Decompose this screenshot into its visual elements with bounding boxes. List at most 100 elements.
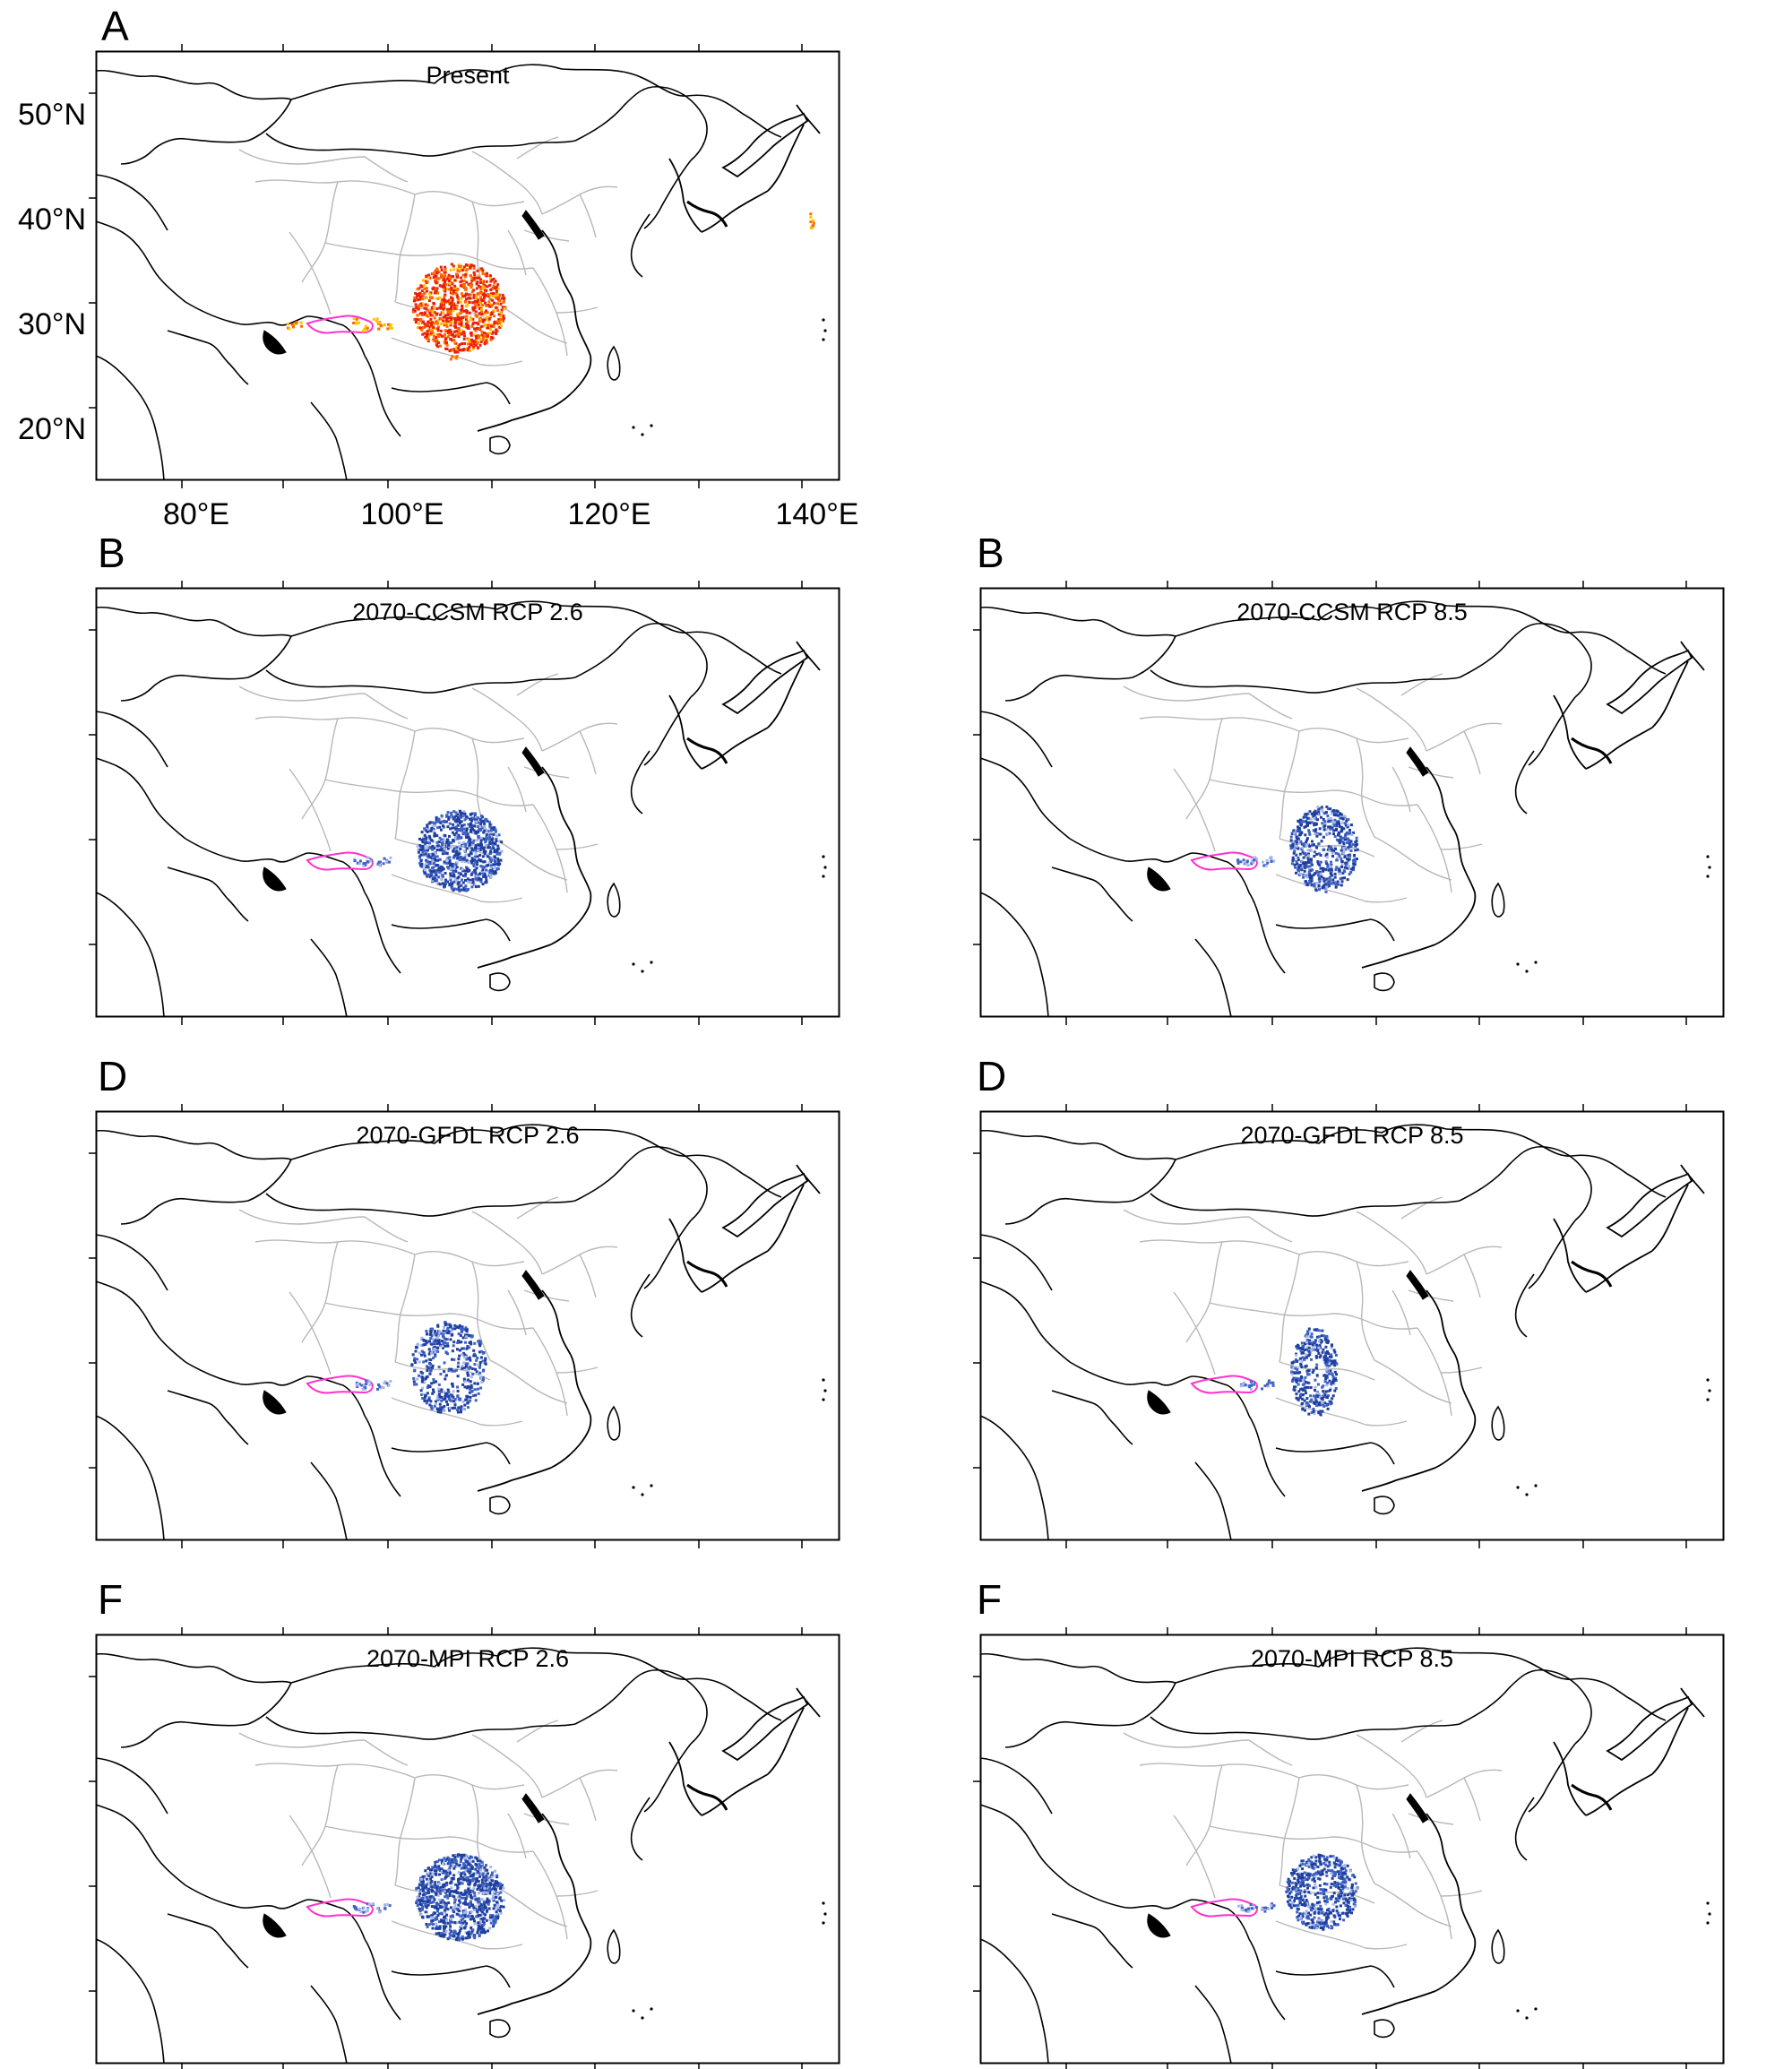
distribution-cell xyxy=(430,328,434,332)
distribution-cell xyxy=(439,1892,442,1895)
distribution-cell xyxy=(487,293,490,297)
distribution-cell xyxy=(463,1385,467,1389)
distribution-cell xyxy=(483,311,487,315)
distribution-cell xyxy=(437,870,441,874)
distribution-cell xyxy=(479,836,483,840)
distribution-cell xyxy=(435,277,439,280)
distribution-cell xyxy=(1340,813,1343,816)
distribution-cell xyxy=(468,311,471,315)
distribution-cell xyxy=(1322,818,1325,821)
distribution-cell xyxy=(434,1891,437,1894)
distribution-cell xyxy=(488,1888,492,1892)
distribution-cell xyxy=(482,1923,486,1927)
distribution-cell xyxy=(480,1862,484,1866)
country-border xyxy=(95,355,165,481)
distribution-cell xyxy=(1296,1910,1299,1914)
distribution-cell xyxy=(426,865,429,868)
distribution-cell xyxy=(461,282,465,286)
coastline xyxy=(570,1877,591,1940)
distribution-cell xyxy=(435,1925,439,1928)
distribution-cell xyxy=(446,866,450,869)
province-border xyxy=(448,789,534,806)
distribution-cell xyxy=(416,1358,419,1361)
map-layers xyxy=(979,1124,1711,1541)
country-border xyxy=(979,1938,1049,2065)
distribution-outlier xyxy=(1239,1384,1243,1388)
distribution-cell xyxy=(452,1400,455,1403)
distribution-cell xyxy=(1310,877,1314,881)
distribution-cell xyxy=(449,1864,452,1866)
distribution-cell xyxy=(448,1892,452,1895)
distribution-cell xyxy=(456,1348,459,1351)
distribution-cell xyxy=(478,844,481,847)
distribution-cell xyxy=(1322,876,1325,880)
map-frame xyxy=(95,1634,840,2065)
distribution-cell xyxy=(474,334,478,338)
distribution-cell xyxy=(502,1886,505,1890)
distribution-cell xyxy=(496,844,500,848)
distribution-cell xyxy=(460,1918,463,1922)
distribution-cell xyxy=(483,852,487,856)
map-layers xyxy=(95,64,827,481)
province-border xyxy=(1209,779,1334,794)
distribution-cell xyxy=(499,858,503,862)
distribution-cell xyxy=(496,848,499,851)
province-border xyxy=(394,730,416,840)
distribution-cell xyxy=(476,1888,479,1891)
distribution-cell xyxy=(418,1351,421,1355)
map-ccsm-rcp26-svg xyxy=(89,581,840,1025)
province-border xyxy=(1391,1813,1411,1859)
distribution-cell xyxy=(475,1863,478,1866)
distribution-cell xyxy=(462,1377,466,1381)
province-border xyxy=(1408,1289,1454,1302)
map-title-present: Present xyxy=(426,62,510,89)
distribution-cell xyxy=(1290,862,1294,866)
island-dot xyxy=(632,962,635,966)
distribution-cell xyxy=(1304,1878,1307,1881)
ganges-delta xyxy=(263,1390,287,1415)
map-layers xyxy=(95,1124,827,1541)
country-border xyxy=(1194,1461,1232,1541)
distribution-cell xyxy=(1314,809,1317,813)
distribution-cell xyxy=(436,1893,440,1897)
distribution-cell xyxy=(447,273,451,277)
province-border xyxy=(238,1209,366,1225)
distribution-cell xyxy=(444,858,448,861)
distribution-cell xyxy=(418,1897,422,1901)
distribution-cell xyxy=(466,1362,470,1366)
distribution-cell xyxy=(462,265,466,269)
distribution-cell xyxy=(1333,872,1337,875)
distribution-cell xyxy=(431,272,435,275)
distribution-cell xyxy=(459,1397,462,1401)
distribution-cell xyxy=(1292,1360,1296,1364)
distribution-cell xyxy=(486,1897,489,1901)
distribution-cell xyxy=(445,815,448,818)
distribution-cell xyxy=(425,287,428,290)
distribution-cell xyxy=(499,1887,503,1891)
distribution-cell xyxy=(1299,1375,1303,1378)
distribution-cell xyxy=(429,314,433,317)
distribution-cell xyxy=(488,1883,492,1886)
distribution-cell xyxy=(1298,1396,1302,1400)
island-dot xyxy=(823,1912,827,1916)
range-outline xyxy=(1190,1375,1258,1394)
distribution-cell xyxy=(1328,1860,1331,1864)
distribution-cell xyxy=(446,332,450,334)
distribution-outlier xyxy=(355,317,358,321)
distribution-cell xyxy=(1319,866,1322,870)
distribution-cell xyxy=(479,821,483,824)
distribution-cell xyxy=(484,1930,487,1934)
hainan-island xyxy=(489,1496,511,1515)
distribution-cell xyxy=(485,1864,487,1867)
distribution-cell xyxy=(1323,1401,1327,1405)
distribution-cell xyxy=(1305,839,1309,842)
distribution-cell xyxy=(413,296,417,299)
distribution-cell xyxy=(478,1868,481,1872)
distribution-cell xyxy=(455,861,459,865)
distribution-cell xyxy=(455,1912,459,1916)
distribution-cell xyxy=(481,1375,485,1379)
distribution-cell xyxy=(478,849,482,852)
distribution-cell xyxy=(488,1886,492,1890)
distribution-cell xyxy=(423,1343,426,1346)
distribution-cell xyxy=(439,304,443,307)
